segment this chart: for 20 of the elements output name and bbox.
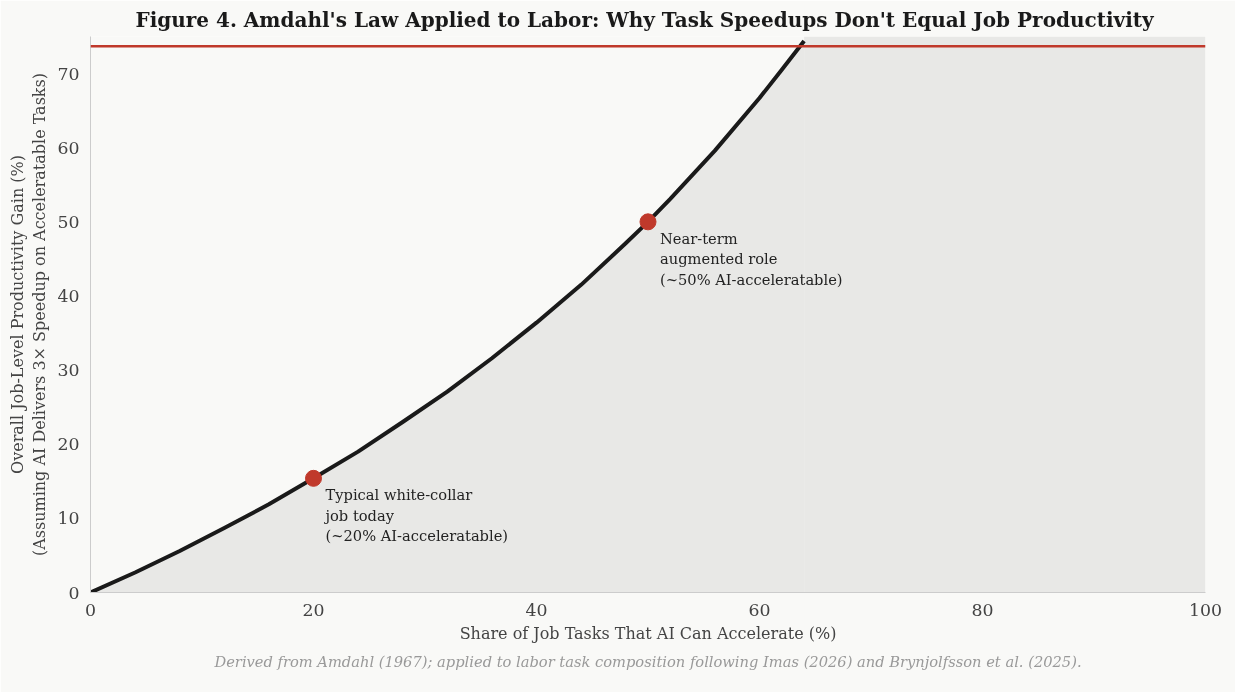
y-tick-label: 50 <box>57 211 80 232</box>
x-tick-label: 40 <box>525 599 548 620</box>
text: Derived from Amdahl (1967); applied to labor task composition following Imas (2026) and Brynjolfsson et al. (2025). <box>213 652 1082 670</box>
x-axis-title: Share of Job Tasks That AI Can Accelerate (%) <box>459 623 837 643</box>
x-tick-label: 20 <box>302 599 325 620</box>
annotation: Typical white-collar job today (~20% AI-acceleratable) <box>323 486 509 545</box>
y-tick-label: 60 <box>57 137 80 158</box>
chart-title: Figure 4. Amdahl's Law Applied to Labor: Why Task Speedups Don't Equal Job Productivity <box>135 7 1155 32</box>
x-tick-label: 0 <box>84 599 97 620</box>
y-tick-label: 30 <box>57 360 80 381</box>
x-tick-label: 60 <box>748 599 771 620</box>
annotation: Near-term augmented role (~50% AI-acceleratable) <box>660 229 843 288</box>
y-tick-label: 40 <box>57 285 80 306</box>
x-tick-label: 100 <box>1188 599 1223 620</box>
y-tick-label: 70 <box>57 63 80 84</box>
y-axis-title: Overall Job-Level Productivity Gain (%) (Assuming AI Delivers 3× Speedup on Acceleratable Tasks) <box>7 72 50 557</box>
y-tick-label: 20 <box>57 434 80 455</box>
y-tick-label: 10 <box>57 508 80 529</box>
x-tick-label: 80 <box>971 599 994 620</box>
y-tick-label: 0 <box>68 582 80 603</box>
